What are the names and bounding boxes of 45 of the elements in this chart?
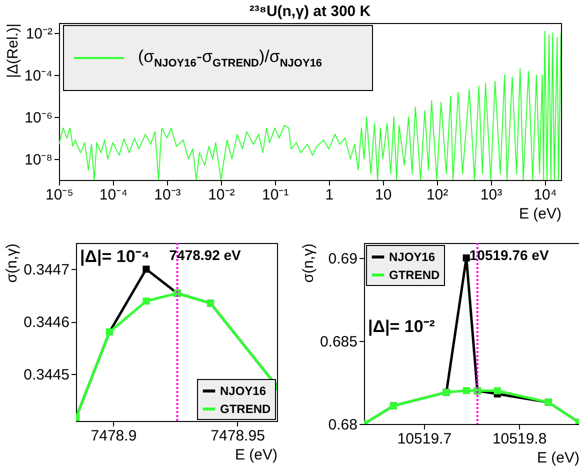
x-tick-label: 10	[374, 186, 392, 204]
legend-label: (σ$_{NJOY16}$-σ$_{GTREND}$)/σ$_{NJOY16}$	[138, 46, 322, 70]
x-tick-label: 10⁻⁵	[46, 186, 74, 204]
y-tick-label: 0.69	[328, 250, 358, 268]
point	[142, 298, 150, 305]
x-tick-label: 10³	[480, 186, 502, 204]
annotation: |Δ|= 10⁻⁴	[80, 247, 150, 266]
ref-line-label: 7478.92 eV	[169, 247, 242, 263]
y-tick-label: 0.3447	[24, 262, 70, 279]
x-tick-label: 10519.7	[397, 430, 452, 448]
x-axis-title: E (eV)	[518, 206, 562, 222]
x-axis-title: E (eV)	[234, 446, 278, 464]
point	[462, 254, 470, 262]
x-tick-label: 10⁻³	[154, 186, 181, 204]
legend-label: GTREND	[389, 268, 440, 282]
x-axis-title: E (eV)	[536, 450, 580, 466]
legend-label: GTREND	[220, 402, 271, 416]
x-tick-label: 1	[325, 186, 334, 204]
point	[462, 387, 470, 394]
legend-label: NJOY16	[220, 384, 266, 398]
x-tick-label: 7478.95	[210, 428, 265, 444]
x-tick-label: 10⁻²	[208, 186, 235, 204]
y-axis-title: σ(n,γ)	[4, 244, 21, 283]
chart-title: ²³⁸U(n,γ) at 300 K	[249, 3, 371, 20]
x-tick-label: 10⁻⁴	[99, 186, 128, 204]
legend-label: NJOY16	[389, 250, 436, 264]
annotation: |Δ|= 10⁻²	[368, 317, 436, 336]
point	[494, 387, 501, 394]
y-tick-label: 10⁻⁸	[24, 152, 52, 169]
x-tick-label: 10⁻¹	[262, 186, 289, 204]
x-tick-label: 10⁴	[534, 186, 557, 204]
y-tick-label: 10⁻⁶	[24, 110, 52, 127]
point	[142, 266, 150, 273]
y-tick-label: 0.3446	[24, 314, 70, 332]
y-tick-label: 10⁻⁴	[24, 68, 52, 85]
y-tick-label: 10⁻²	[26, 26, 52, 43]
y-tick-label: 0.68	[328, 416, 358, 434]
x-tick-label: 10519.8	[492, 430, 547, 448]
y-axis-title: |Δ(Rel.)|	[4, 24, 22, 78]
x-tick-label: 10²	[426, 186, 448, 204]
y-tick-label: 0.3445	[24, 366, 70, 384]
x-tick-label: 7478.9	[90, 428, 137, 444]
ref-line-label: 10519.76 eV	[469, 247, 550, 263]
y-tick-label: 0.685	[320, 333, 358, 350]
y-axis-title: σ(n,γ)	[300, 244, 317, 283]
